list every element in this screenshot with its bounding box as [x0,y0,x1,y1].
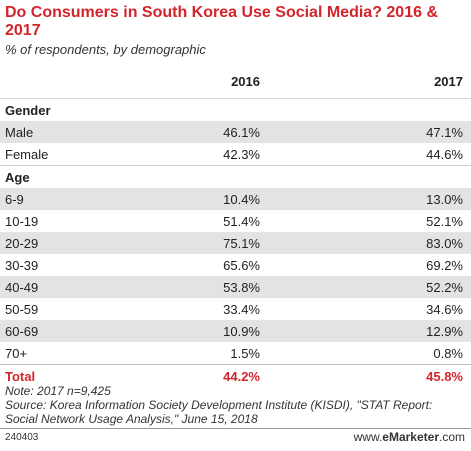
brand-logo: www.eMarketer.com [354,430,465,444]
value-2017: 83.0% [426,236,463,251]
table-row: 40-49 53.8% 52.2% [0,276,471,298]
value-2017: 47.1% [426,125,463,140]
row-label: 30-39 [5,258,39,273]
section-label: Gender [5,103,51,118]
value-2017: 52.1% [426,214,463,229]
table-row: 60-69 10.9% 12.9% [0,320,471,342]
total-2017: 45.8% [426,369,463,384]
value-2017: 44.6% [426,147,463,162]
value-2016: 75.1% [223,236,260,251]
value-2016: 51.4% [223,214,260,229]
table-row: 6-9 10.4% 13.0% [0,188,471,210]
section-header-gender: Gender [0,99,471,121]
table-row: 70+ 1.5% 0.8% [0,342,471,364]
brand-prefix: www. [353,430,383,444]
total-2016: 44.2% [223,369,260,384]
value-2017: 0.8% [433,346,463,361]
footer-divider [0,428,471,429]
table-row: 10-19 51.4% 52.1% [0,210,471,232]
brand-suffix: .com [438,430,465,444]
value-2016: 65.6% [223,258,260,273]
chart-subtitle: % of respondents, by demographic [5,42,206,57]
section-header-age: Age [0,165,471,188]
value-2016: 1.5% [230,346,260,361]
value-2017: 69.2% [426,258,463,273]
chart-title: Do Consumers in South Korea Use Social M… [5,4,438,39]
column-header-2016: 2016 [231,74,260,89]
value-2016: 10.4% [223,192,260,207]
value-2017: 34.6% [426,302,463,317]
column-header-2017: 2017 [434,74,463,89]
row-label: 40-49 [5,280,39,295]
row-label: 60-69 [5,324,39,339]
row-label: Female [5,147,49,162]
brand-name: eMarketer [382,430,439,444]
value-2016: 53.8% [223,280,260,295]
chart-id: 240403 [5,432,39,443]
row-label: 50-59 [5,302,39,317]
table-row: Female 42.3% 44.6% [0,143,471,165]
value-2017: 12.9% [426,324,463,339]
section-label: Age [5,170,30,185]
value-2016: 10.9% [223,324,260,339]
source-text: Source: Korea Information Society Develo… [5,398,433,426]
total-label: Total [5,369,36,384]
table-header: 2016 2017 [0,66,471,99]
note-text: Note: 2017 n=9,425 [5,384,111,398]
data-table: 2016 2017 Gender Male 46.1% 47.1% Female… [0,66,471,387]
table-row: 20-29 75.1% 83.0% [0,232,471,254]
value-2016: 33.4% [223,302,260,317]
row-label: 70+ [5,346,28,361]
table-row: 50-59 33.4% 34.6% [0,298,471,320]
chart-notes: Note: 2017 n=9,425 Source: Korea Informa… [5,384,467,426]
table-row: 30-39 65.6% 69.2% [0,254,471,276]
row-label: 6-9 [5,192,24,207]
value-2017: 52.2% [426,280,463,295]
value-2016: 42.3% [223,147,260,162]
total-row: Total 44.2% 45.8% [0,364,471,387]
row-label: 10-19 [5,214,39,229]
value-2017: 13.0% [426,192,463,207]
row-label: 20-29 [5,236,39,251]
table-row: Male 46.1% 47.1% [0,121,471,143]
row-label: Male [5,125,34,140]
value-2016: 46.1% [223,125,260,140]
